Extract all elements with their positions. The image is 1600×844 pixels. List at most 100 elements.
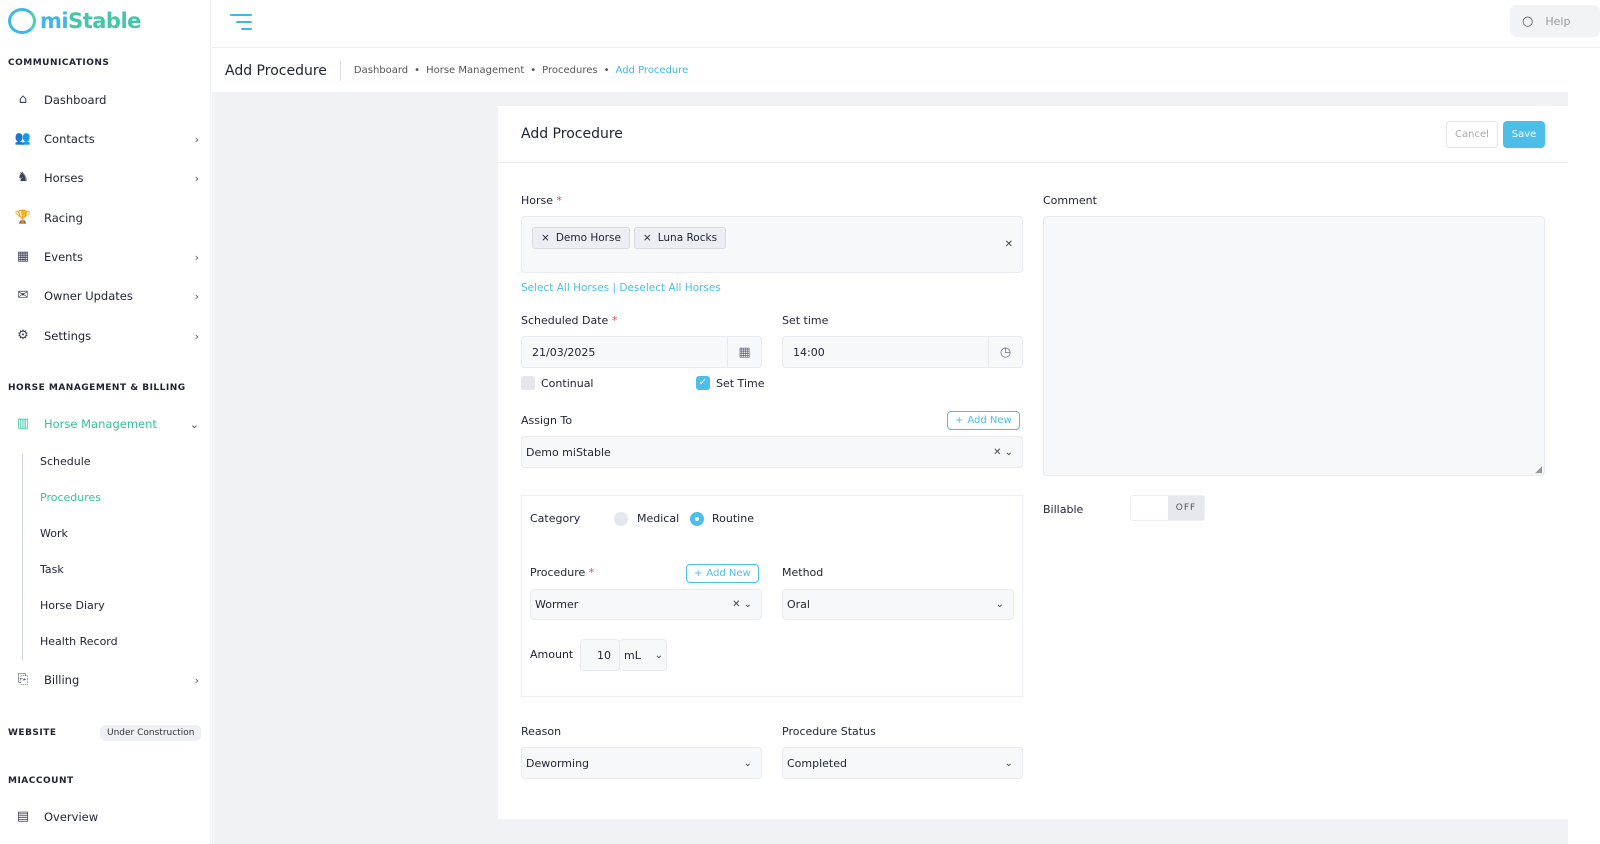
breadcrumb-current: Add Procedure (615, 65, 689, 76)
sidebar-item-dashboard[interactable]: ⌂ Dashboard (14, 88, 199, 112)
horse-icon: ♞ (17, 170, 29, 185)
sidebar: miStable COMMUNICATIONS ⌂ Dashboard 👥 Cont… (0, 0, 211, 844)
remove-chip-icon[interactable]: × (541, 232, 550, 244)
bullet: • (603, 65, 610, 76)
procedure-value: Wormer (535, 598, 579, 611)
procedure-status-label: Procedure Status (782, 725, 876, 738)
logo-text-mi: mi (40, 9, 69, 33)
sidebar-item-racing[interactable]: 🏆 Racing (14, 206, 199, 230)
scheduled-date-input[interactable]: 21/03/2025 ▦ (521, 336, 762, 368)
continual-checkbox[interactable] (521, 376, 535, 390)
breadcrumb-dashboard[interactable]: Dashboard (353, 65, 409, 76)
sidebar-item-billing[interactable]: ⎘ Billing › (14, 668, 199, 692)
sidebar-item-horse-management[interactable]: ▥ Horse Management ⌄ (14, 412, 199, 436)
chip-label: Demo Horse (555, 232, 621, 244)
search-input[interactable]: ○ Help (1510, 5, 1600, 37)
medical-label: Medical (637, 512, 680, 525)
horse-chip: × Luna Rocks (633, 227, 727, 249)
chevron-right-icon: › (194, 329, 199, 343)
sidebar-item-events[interactable]: ▦ Events › (14, 245, 199, 269)
cancel-button[interactable]: Cancel (1446, 121, 1498, 148)
label: Dashboard (44, 93, 107, 107)
bullet: • (530, 65, 537, 76)
sidebar-subitem-health-record[interactable]: Health Record (40, 635, 118, 648)
breadcrumb-horse-management[interactable]: Horse Management (426, 65, 525, 76)
procedure-label: Procedure * (530, 566, 594, 579)
routine-label: Routine (712, 512, 754, 525)
date-value: 21/03/2025 (532, 345, 596, 359)
logo-horse-icon (8, 8, 36, 34)
sidebar-item-settings[interactable]: ⚙ Settings › (14, 324, 199, 348)
procedure-status-select[interactable]: Completed ⌄ (782, 747, 1023, 779)
sidebar-item-contacts[interactable]: 👥 Contacts › (14, 127, 199, 151)
unit-value: mL (624, 648, 641, 662)
chevron-right-icon: › (194, 673, 199, 687)
label: Contacts (44, 132, 95, 146)
billing-icon: ⎘ (17, 672, 29, 687)
search-icon: ○ (1522, 13, 1534, 29)
remove-chip-icon[interactable]: × (642, 232, 652, 244)
breadcrumb: Dashboard • Horse Management • Procedures •… (354, 65, 688, 76)
mail-icon: ✉ (17, 288, 29, 303)
amount-input[interactable]: 10 (580, 639, 620, 671)
sidebar-subitem-procedures[interactable]: Procedures (40, 491, 101, 504)
label: Racing (44, 211, 83, 225)
resize-handle-icon[interactable]: ◢ (1535, 465, 1542, 475)
chevron-right-icon: › (194, 289, 199, 303)
plus-icon: + (694, 568, 703, 579)
sidebar-subitem-schedule[interactable]: Schedule (40, 455, 91, 468)
deselect-all-link[interactable]: Deselect All Horses (619, 282, 721, 294)
home-icon: ⌂ (18, 92, 28, 107)
status-value: Completed (787, 756, 847, 770)
breadcrumb-procedures[interactable]: Procedures (542, 65, 598, 76)
clear-all-icon[interactable]: ✕ (1004, 239, 1013, 250)
menu-toggle-icon[interactable] (230, 14, 252, 35)
unit-select[interactable]: mL ⌄ (619, 639, 667, 671)
chevron-down-icon: ⌄ (995, 599, 1004, 610)
assign-add-new-button[interactable]: + Add New (947, 411, 1020, 430)
radio-routine[interactable] (690, 512, 704, 526)
procedure-add-new-button[interactable]: + Add New (686, 564, 759, 583)
amount-value: 10 (597, 648, 611, 662)
label: Horses (44, 171, 84, 185)
clock-icon[interactable]: ◷ (988, 337, 1022, 367)
select-all-link[interactable]: Select All Horses (521, 282, 610, 294)
comment-textarea[interactable]: ◢ (1043, 216, 1545, 476)
clear-chevron-icons[interactable]: ✕ ⌄ (993, 446, 1013, 458)
set-time-checkbox[interactable]: ✓ (696, 376, 710, 390)
sidebar-item-owner-updates[interactable]: ✉ Owner Updates › (14, 284, 199, 308)
calendar-icon[interactable]: ▦ (727, 337, 761, 367)
label-text: Procedure (530, 566, 586, 579)
id-card-icon: ▤ (16, 809, 30, 824)
sidebar-subitem-work[interactable]: Work (40, 527, 68, 540)
horse-multiselect[interactable]: × Demo Horse × Luna Rocks ✕ (521, 216, 1023, 273)
save-button[interactable]: Save (1503, 121, 1545, 148)
label-text: Horse (521, 194, 554, 207)
clear-chevron-icons[interactable]: ✕ ⌄ (732, 599, 752, 610)
logo[interactable]: miStable (8, 8, 141, 34)
chevron-down-icon: ⌄ (743, 757, 752, 769)
radio-medical[interactable] (614, 512, 628, 526)
users-icon: 👥 (14, 131, 32, 146)
under-construction-badge: Under Construction (100, 725, 202, 741)
assign-to-select[interactable]: Demo miStable ✕ ⌄ (521, 436, 1023, 468)
sidebar-subitem-task[interactable]: Task (40, 563, 64, 576)
method-select[interactable]: Oral ⌄ (782, 589, 1014, 620)
procedure-select[interactable]: Wormer ✕ ⌄ (530, 589, 762, 620)
add-procedure-card: Add Procedure Cancel Save Horse * × Demo … (498, 106, 1568, 819)
gear-icon: ⚙ (17, 328, 29, 343)
board-icon: ▥ (16, 416, 30, 431)
section-website: WEBSITE (8, 728, 57, 738)
section-horse-management-billing: HORSE MANAGEMENT & BILLING (8, 383, 186, 393)
set-time-input[interactable]: 14:00 ◷ (782, 336, 1023, 368)
billable-toggle[interactable]: OFF (1130, 495, 1205, 521)
reason-select[interactable]: Deworming ⌄ (521, 747, 762, 779)
chevron-right-icon: › (194, 250, 199, 264)
sidebar-subitem-horse-diary[interactable]: Horse Diary (40, 599, 105, 612)
sidebar-item-overview[interactable]: ▤ Overview (14, 805, 199, 829)
calendar-icon: ▦ (16, 249, 30, 264)
horse-chip: × Demo Horse (532, 227, 630, 249)
required-mark: * (556, 194, 563, 207)
sidebar-item-horses[interactable]: ♞ Horses › (14, 166, 199, 190)
card-title: Add Procedure (521, 126, 623, 142)
